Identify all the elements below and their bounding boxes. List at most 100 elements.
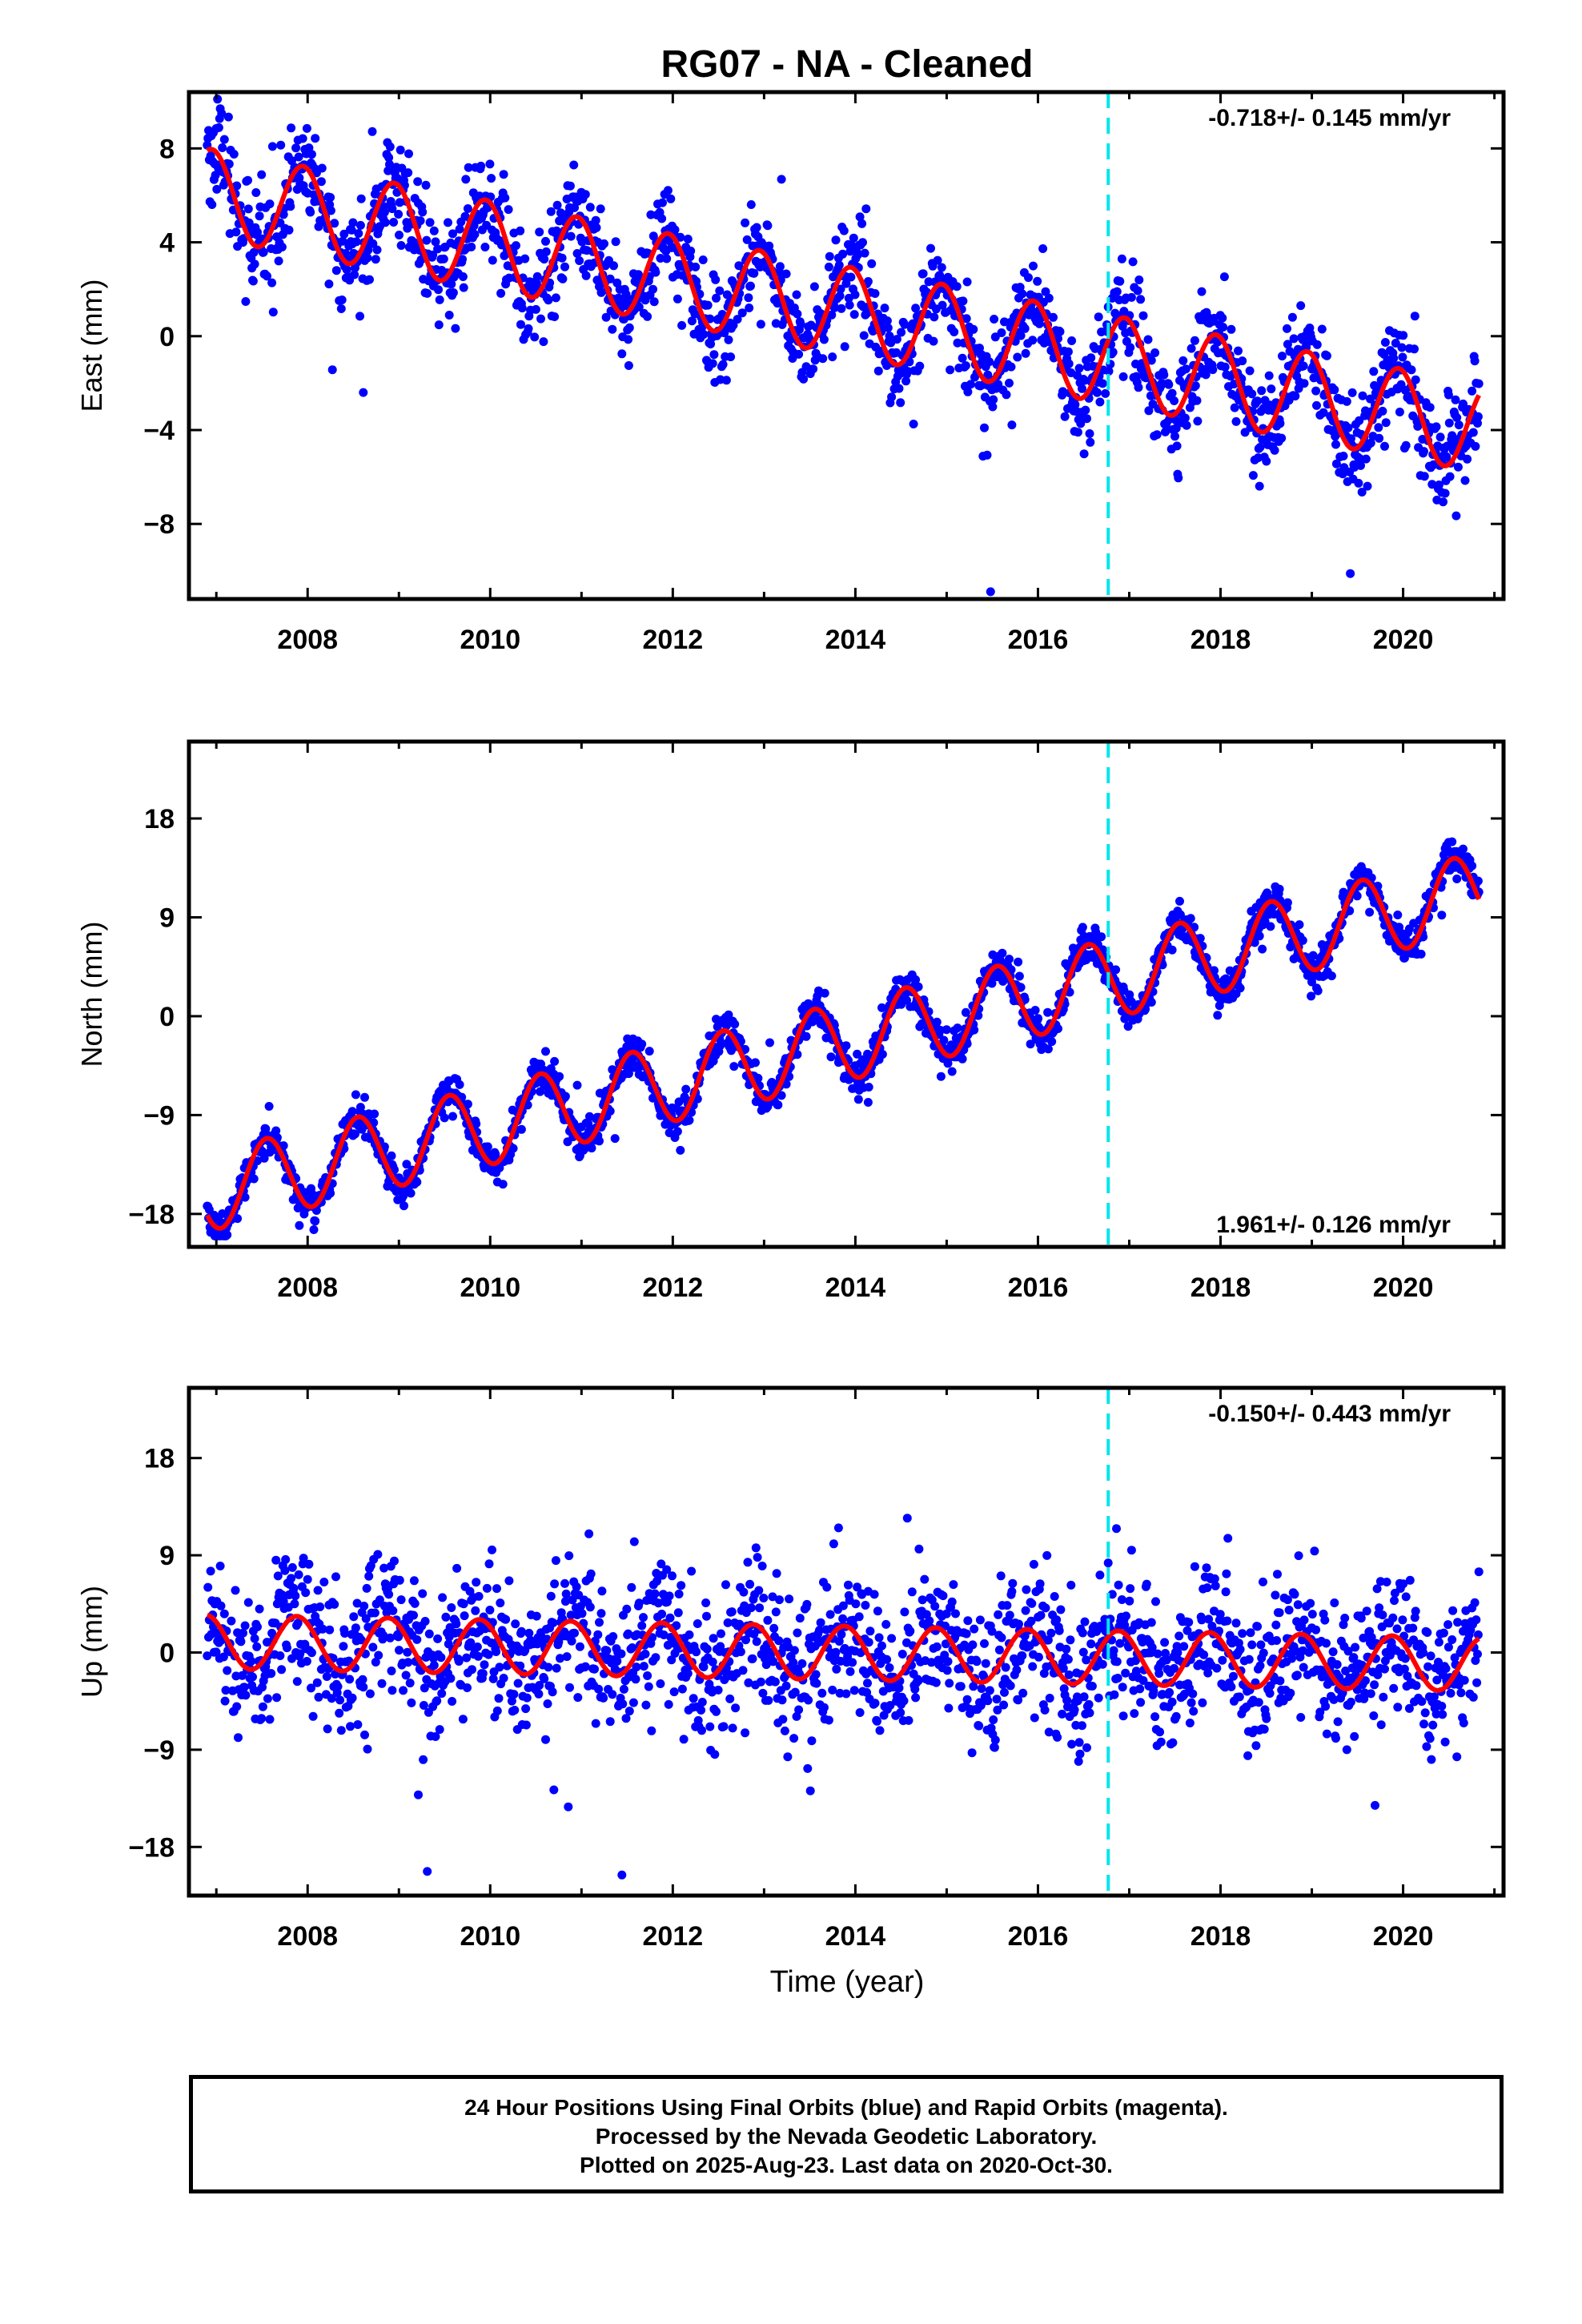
east-data-point bbox=[1146, 356, 1156, 365]
north-data-point bbox=[1260, 916, 1270, 926]
north-data-point bbox=[1123, 1022, 1133, 1031]
up-data-point bbox=[719, 1722, 729, 1731]
east-data-point bbox=[1439, 497, 1447, 507]
up-data-point bbox=[896, 1708, 905, 1718]
east-data-point bbox=[500, 193, 510, 203]
east-data-point bbox=[385, 142, 395, 151]
up-data-point bbox=[1001, 1663, 1010, 1672]
up-data-point bbox=[277, 1665, 287, 1675]
up-data-point bbox=[394, 1632, 404, 1642]
up-data-point bbox=[377, 1679, 387, 1688]
up-data-point bbox=[290, 1599, 299, 1609]
east-data-point bbox=[355, 312, 364, 321]
east-data-point bbox=[600, 239, 608, 248]
east-data-point bbox=[1104, 367, 1114, 376]
up-data-point bbox=[301, 1588, 311, 1598]
east-data-point bbox=[929, 336, 938, 346]
up-data-point bbox=[751, 1543, 761, 1553]
east-data-point bbox=[746, 200, 756, 209]
east-data-point bbox=[1407, 365, 1416, 375]
east-data-point bbox=[952, 282, 962, 292]
up-data-point bbox=[795, 1614, 805, 1623]
up-data-point bbox=[652, 1576, 662, 1586]
east-data-point bbox=[859, 331, 869, 340]
north-data-point bbox=[295, 1220, 304, 1230]
up-data-point bbox=[627, 1582, 636, 1592]
up-data-point bbox=[460, 1611, 469, 1621]
east-data-point bbox=[699, 330, 709, 339]
up-data-point bbox=[494, 1694, 504, 1703]
north-data-point bbox=[516, 1124, 526, 1134]
east-data-point bbox=[861, 204, 871, 214]
east-data-point bbox=[570, 203, 579, 212]
north-data-point bbox=[729, 1062, 739, 1072]
east-data-point bbox=[294, 152, 303, 162]
north-data-point bbox=[1014, 957, 1023, 967]
east-data-point bbox=[1079, 449, 1089, 459]
up-data-point bbox=[651, 1653, 661, 1663]
up-data-point bbox=[739, 1587, 749, 1597]
east-data-point bbox=[1299, 361, 1308, 371]
north-data-point bbox=[508, 1144, 518, 1153]
east-data-point bbox=[839, 226, 849, 235]
up-data-point bbox=[753, 1553, 762, 1562]
up-data-point bbox=[437, 1689, 447, 1699]
north-data-point bbox=[801, 1031, 811, 1041]
up-data-point bbox=[501, 1614, 511, 1624]
east-data-point bbox=[1366, 438, 1375, 448]
up-data-point bbox=[480, 1660, 489, 1670]
east-data-point bbox=[724, 335, 733, 344]
up-data-point bbox=[970, 1624, 979, 1634]
east-data-point bbox=[1126, 292, 1136, 302]
east-data-point bbox=[1317, 324, 1327, 334]
up-data-point bbox=[869, 1590, 879, 1599]
east-data-point bbox=[966, 380, 975, 389]
east-data-point bbox=[1029, 261, 1038, 271]
east-data-point bbox=[938, 300, 947, 310]
east-data-point bbox=[1081, 405, 1090, 415]
up-data-point bbox=[702, 1611, 711, 1621]
east-x-tick-label: 2008 bbox=[277, 625, 338, 655]
up-data-point bbox=[293, 1618, 303, 1628]
east-data-point bbox=[337, 296, 347, 304]
up-data-point bbox=[612, 1656, 622, 1666]
east-data-point bbox=[809, 364, 818, 374]
east-data-point bbox=[825, 251, 834, 261]
up-data-point bbox=[552, 1663, 561, 1673]
north-y-axis-label: North (mm) bbox=[75, 922, 108, 1068]
east-data-point bbox=[611, 237, 620, 247]
north-data-point bbox=[1043, 1007, 1053, 1017]
up-data-point bbox=[521, 1704, 531, 1714]
north-data-point bbox=[1175, 910, 1185, 919]
east-data-point bbox=[799, 374, 809, 384]
north-data-point bbox=[1097, 932, 1106, 942]
up-data-point bbox=[756, 1677, 765, 1687]
up-data-point bbox=[723, 1618, 733, 1627]
east-x-tick-label: 2018 bbox=[1191, 625, 1251, 655]
east-data-point bbox=[1267, 384, 1276, 394]
north-data-point bbox=[961, 1007, 970, 1017]
east-data-point bbox=[997, 328, 1006, 337]
east-data-point bbox=[1468, 386, 1477, 396]
east-data-point bbox=[687, 316, 697, 326]
east-data-point bbox=[1174, 473, 1183, 483]
east-data-point bbox=[368, 239, 378, 248]
up-data-point bbox=[771, 1607, 781, 1617]
up-data-point bbox=[662, 1565, 672, 1574]
north-data-point bbox=[595, 1136, 604, 1146]
east-data-point bbox=[605, 274, 615, 283]
up-data-point bbox=[363, 1744, 372, 1754]
east-data-point bbox=[663, 186, 673, 195]
up-data-point bbox=[748, 1654, 757, 1663]
up-data-point bbox=[216, 1601, 226, 1610]
east-data-point bbox=[1218, 313, 1227, 323]
up-data-point bbox=[699, 1663, 709, 1671]
east-data-point bbox=[986, 587, 995, 597]
up-data-point bbox=[484, 1650, 493, 1659]
up-data-point bbox=[985, 1686, 994, 1695]
up-data-point bbox=[873, 1606, 882, 1616]
east-data-point bbox=[531, 304, 540, 314]
east-data-point bbox=[809, 282, 819, 292]
north-data-point bbox=[841, 1041, 851, 1051]
up-data-point bbox=[882, 1655, 892, 1664]
